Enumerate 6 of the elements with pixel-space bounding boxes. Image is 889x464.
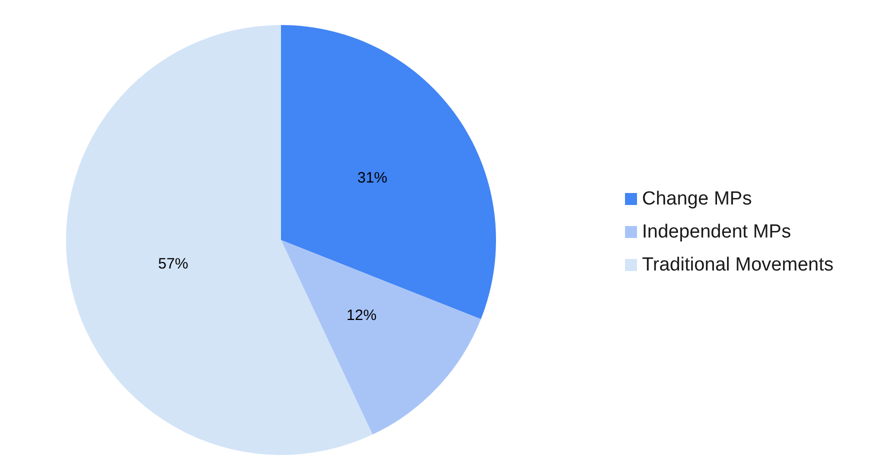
data-label: 12%	[346, 307, 377, 324]
data-label: 31%	[357, 169, 388, 186]
legend-label: Independent MPs	[642, 222, 791, 242]
data-label: 57%	[158, 256, 188, 273]
legend-label: Traditional Movements	[642, 254, 834, 276]
legend-label: Change MPs	[642, 188, 752, 210]
